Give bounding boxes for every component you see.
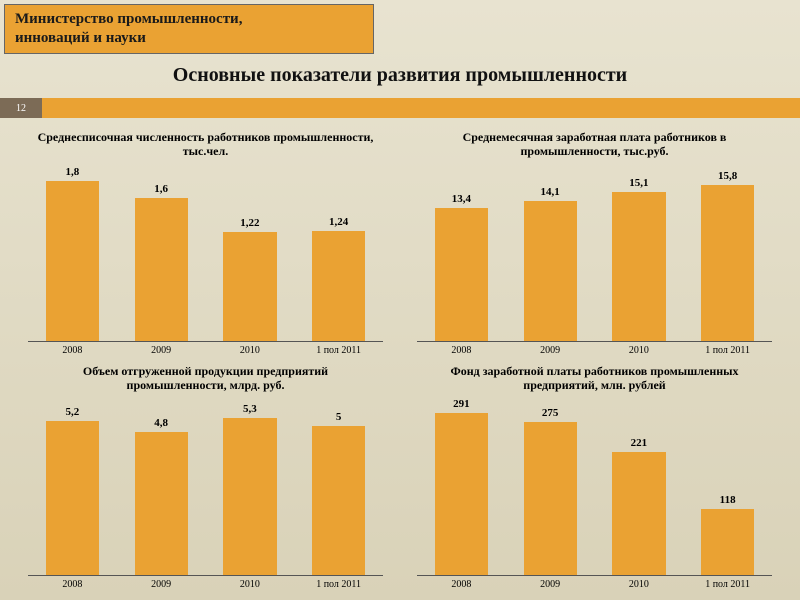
- chart-salary-bar: 13,4: [435, 208, 488, 341]
- header-line1: Министерство промышленности,: [15, 10, 355, 29]
- chart-salary-bar: 14,1: [524, 201, 577, 341]
- chart-payroll-xlabel: 2008: [417, 579, 506, 590]
- chart-payroll-bar-label: 118: [701, 494, 754, 506]
- chart-shipped-bar: 4,8: [135, 432, 188, 575]
- chart-payroll-xaxis: 2008200920101 пол 2011: [417, 579, 772, 590]
- chart-shipped-bar-label: 5,3: [223, 403, 276, 415]
- chart-payroll-xlabel: 2009: [506, 579, 595, 590]
- chart-salary-xlabel: 1 пол 2011: [683, 345, 772, 356]
- chart-headcount-xlabel: 2009: [117, 345, 206, 356]
- chart-salary-bar: 15,1: [612, 192, 665, 342]
- chart-shipped-title: Объем отгруженной продукции предприятий …: [28, 364, 383, 393]
- chart-headcount-bar-label: 1,6: [135, 183, 188, 195]
- chart-shipped-bar-label: 4,8: [135, 417, 188, 429]
- page-number-box: 12: [0, 98, 42, 118]
- chart-shipped-bar-label: 5: [312, 411, 365, 423]
- chart-payroll-bar-label: 275: [524, 407, 577, 419]
- header-line2: инноваций и науки: [15, 29, 355, 48]
- chart-salary-xaxis: 2008200920101 пол 2011: [417, 345, 772, 356]
- chart-shipped-xlabel: 2008: [28, 579, 117, 590]
- chart-headcount-xlabel: 2010: [206, 345, 295, 356]
- chart-payroll-bar: 275: [524, 422, 577, 575]
- chart-payroll-title: Фонд заработной платы работников промышл…: [417, 364, 772, 393]
- chart-headcount-bar: 1,8: [46, 181, 99, 341]
- chart-headcount-xaxis: 2008200920101 пол 2011: [28, 345, 383, 356]
- chart-shipped-xlabel: 1 пол 2011: [294, 579, 383, 590]
- chart-headcount-bar: 1,22: [223, 232, 276, 341]
- chart-shipped: Объем отгруженной продукции предприятий …: [28, 364, 383, 590]
- chart-payroll-bar: 118: [701, 509, 754, 575]
- chart-salary-bar-label: 15,1: [612, 177, 665, 189]
- chart-headcount-xlabel: 2008: [28, 345, 117, 356]
- page-stripe: 12: [0, 98, 800, 118]
- chart-salary-bar-label: 15,8: [701, 170, 754, 182]
- chart-shipped-bar: 5,3: [223, 418, 276, 575]
- chart-payroll-xlabel: 1 пол 2011: [683, 579, 772, 590]
- chart-shipped-bar: 5: [312, 426, 365, 575]
- charts-grid: Среднесписочная численность работников п…: [0, 130, 800, 590]
- chart-shipped-xlabel: 2009: [117, 579, 206, 590]
- chart-shipped-plot: 5,2 4,8 5,3 5: [28, 397, 383, 576]
- chart-salary-title: Среднемесячная заработная плата работник…: [417, 130, 772, 159]
- chart-salary-xlabel: 2009: [506, 345, 595, 356]
- chart-salary-bar-label: 14,1: [524, 186, 577, 198]
- chart-headcount-plot: 1,8 1,6 1,22 1,24: [28, 163, 383, 342]
- chart-headcount: Среднесписочная численность работников п…: [28, 130, 383, 356]
- chart-payroll-bar-label: 291: [435, 398, 488, 410]
- chart-payroll-xlabel: 2010: [595, 579, 684, 590]
- page-number: 12: [16, 103, 26, 114]
- chart-payroll-plot: 291 275 221 118: [417, 397, 772, 576]
- chart-salary-bar-label: 13,4: [435, 193, 488, 205]
- chart-payroll-bar: 221: [612, 452, 665, 575]
- chart-headcount-bar-label: 1,22: [223, 217, 276, 229]
- chart-salary-plot: 13,4 14,1 15,1 15,8: [417, 163, 772, 342]
- chart-shipped-xlabel: 2010: [206, 579, 295, 590]
- chart-headcount-xlabel: 1 пол 2011: [294, 345, 383, 356]
- chart-shipped-xaxis: 2008200920101 пол 2011: [28, 579, 383, 590]
- chart-headcount-bar-label: 1,24: [312, 216, 365, 228]
- chart-shipped-bar-label: 5,2: [46, 406, 99, 418]
- chart-payroll-bar: 291: [435, 413, 488, 575]
- chart-salary-xlabel: 2010: [595, 345, 684, 356]
- chart-headcount-bar: 1,24: [312, 231, 365, 341]
- slide-main-title: Основные показатели развития промышленно…: [0, 64, 800, 87]
- chart-headcount-bar-label: 1,8: [46, 166, 99, 178]
- chart-headcount-bar: 1,6: [135, 198, 188, 341]
- chart-headcount-title: Среднесписочная численность работников п…: [28, 130, 383, 159]
- chart-salary-bar: 15,8: [701, 185, 754, 341]
- chart-salary: Среднемесячная заработная плата работник…: [417, 130, 772, 356]
- chart-payroll-bar-label: 221: [612, 437, 665, 449]
- chart-shipped-bar: 5,2: [46, 421, 99, 575]
- ministry-header-tab: Министерство промышленности, инноваций и…: [4, 4, 374, 54]
- chart-payroll: Фонд заработной платы работников промышл…: [417, 364, 772, 590]
- chart-salary-xlabel: 2008: [417, 345, 506, 356]
